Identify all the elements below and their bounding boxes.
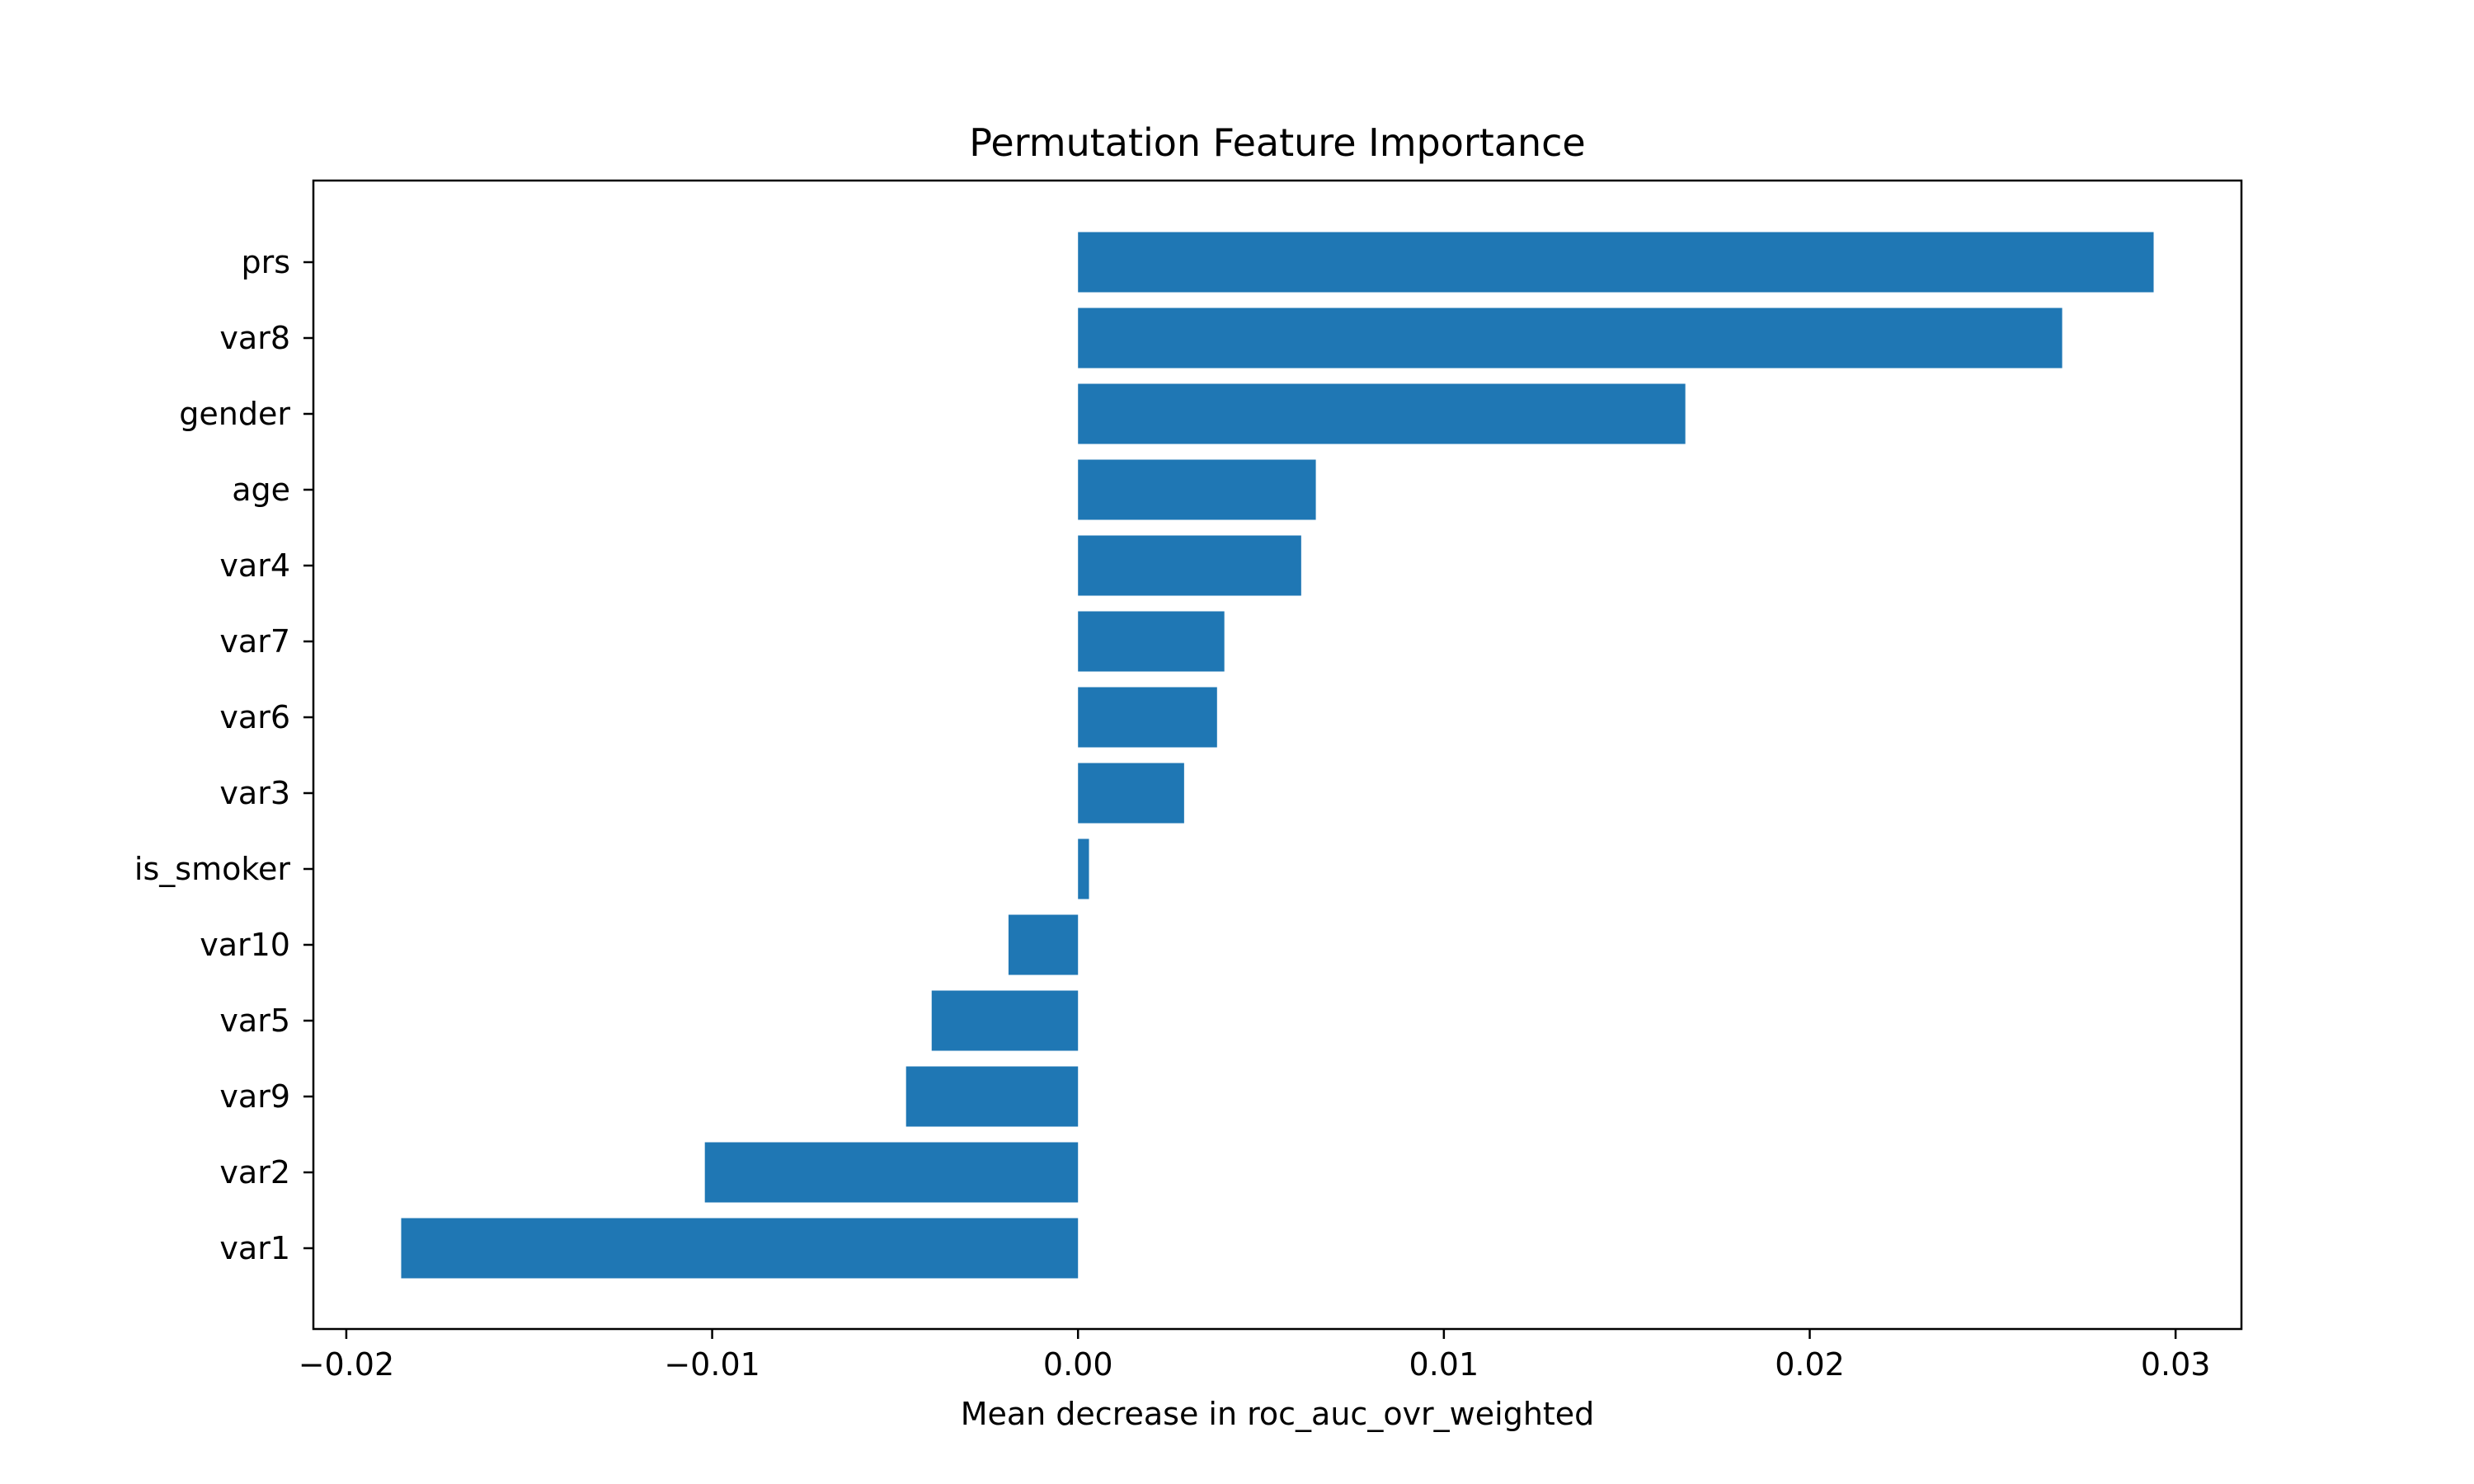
x-tick-label: 0.00 bbox=[1043, 1346, 1113, 1383]
bar-age bbox=[1078, 459, 1316, 520]
chart-title: Permutation Feature Importance bbox=[969, 120, 1585, 165]
bar-var4 bbox=[1078, 535, 1301, 596]
y-tick-label: is_smoker bbox=[134, 851, 290, 887]
y-tick-label: var1 bbox=[219, 1230, 290, 1266]
bar-var9 bbox=[905, 1066, 1079, 1127]
bar-var10 bbox=[1008, 914, 1079, 975]
plot-frame bbox=[312, 179, 2243, 1331]
bar-var1 bbox=[401, 1218, 1079, 1279]
x-axis-label: Mean decrease in roc_auc_ovr_weighted bbox=[961, 1396, 1595, 1432]
y-tick-label: var4 bbox=[219, 547, 290, 584]
bar-prs bbox=[1078, 232, 2154, 293]
y-tick-label: var5 bbox=[219, 1003, 290, 1039]
x-tick-label: −0.01 bbox=[664, 1346, 760, 1383]
x-tick-label: 0.03 bbox=[2141, 1346, 2211, 1383]
y-tick-label: var6 bbox=[219, 699, 290, 735]
bar-var3 bbox=[1078, 763, 1184, 824]
y-tick-label: var9 bbox=[219, 1078, 290, 1115]
y-tick-label: var8 bbox=[219, 320, 290, 356]
y-tick-label: var2 bbox=[219, 1154, 290, 1190]
bar-gender bbox=[1078, 383, 1686, 444]
y-tick-label: gender bbox=[179, 396, 290, 432]
bar-var8 bbox=[1078, 308, 2062, 369]
bar-var6 bbox=[1078, 687, 1217, 748]
y-tick-label: var10 bbox=[200, 927, 290, 963]
bars-group bbox=[401, 232, 2154, 1279]
x-tick-label: 0.02 bbox=[1775, 1346, 1845, 1383]
bar-var2 bbox=[704, 1142, 1079, 1203]
y-axis-ticks: prs var8 gender age var4 var7 var6 var3 is_smoke… bbox=[134, 244, 313, 1266]
bar-var7 bbox=[1078, 611, 1225, 672]
x-tick-label: 0.01 bbox=[1409, 1346, 1479, 1383]
y-tick-label: age bbox=[232, 472, 290, 508]
y-tick-label: var7 bbox=[219, 623, 290, 660]
x-tick-label: −0.02 bbox=[299, 1346, 394, 1383]
bar-is-smoker bbox=[1078, 838, 1089, 899]
y-tick-label: var3 bbox=[219, 775, 290, 811]
x-axis-ticks: −0.02 −0.01 0.00 0.01 0.02 0.03 bbox=[299, 1329, 2211, 1383]
bar-var5 bbox=[931, 990, 1079, 1051]
y-tick-label: prs bbox=[241, 244, 290, 280]
